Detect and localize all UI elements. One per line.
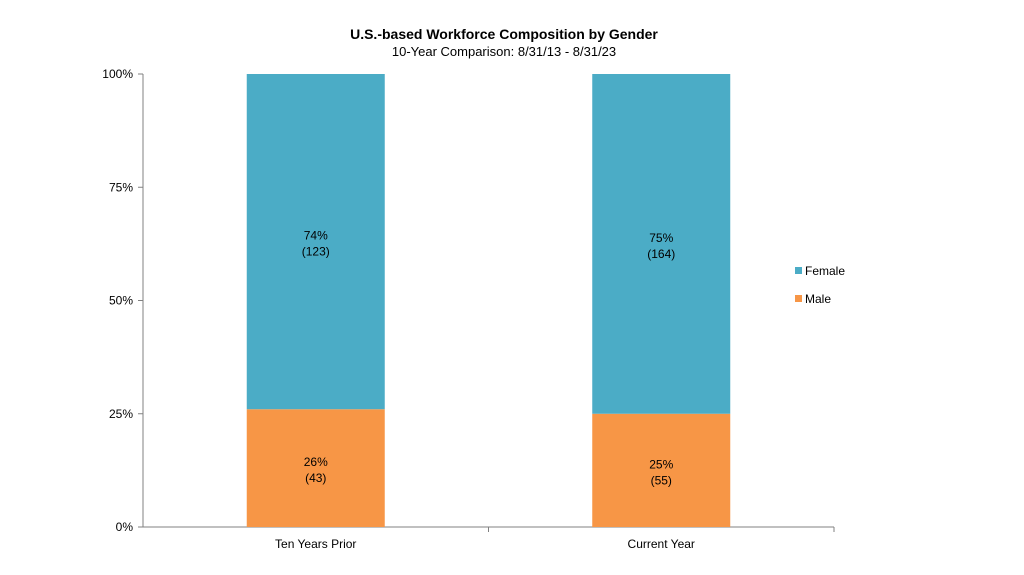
y-tick-label: 50% — [109, 294, 133, 308]
data-label-percent: 74% — [304, 229, 328, 243]
y-tick-label: 0% — [116, 520, 134, 534]
data-label-count: (164) — [647, 247, 675, 261]
chart-title: U.S.-based Workforce Composition by Gend… — [350, 26, 658, 42]
bar-segment-male — [246, 409, 385, 527]
data-label-count: (123) — [302, 245, 330, 259]
data-label-percent: 75% — [649, 231, 673, 245]
legend-label-female: Female — [805, 264, 845, 278]
bar-segment-female — [246, 74, 385, 410]
legend-swatch-male — [795, 295, 802, 302]
chart-subtitle: 10-Year Comparison: 8/31/13 - 8/31/23 — [391, 44, 617, 59]
y-tick-label: 25% — [109, 407, 133, 421]
legend-label-male: Male — [805, 292, 831, 306]
x-tick-label: Ten Years Prior — [275, 537, 356, 551]
data-label-percent: 25% — [649, 457, 673, 471]
data-label-count: (55) — [651, 473, 672, 487]
data-label-count: (43) — [305, 471, 326, 485]
bar-segment-male — [592, 413, 731, 527]
data-label-percent: 26% — [304, 455, 328, 469]
x-tick-label: Current Year — [628, 537, 695, 551]
y-tick-label: 100% — [102, 67, 133, 81]
bar-segment-female — [592, 74, 731, 414]
legend-swatch-female — [795, 267, 802, 274]
y-tick-label: 75% — [109, 180, 133, 194]
